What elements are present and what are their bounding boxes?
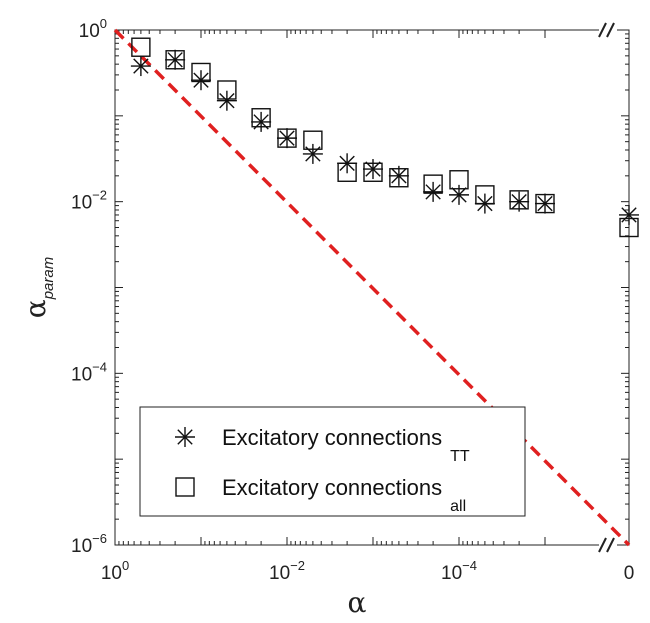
x-tick-label: 10−2 xyxy=(269,558,305,584)
data-point-tt xyxy=(165,49,186,70)
data-point-tt xyxy=(509,191,530,212)
asterisk-stroke xyxy=(537,195,553,212)
data-point-tt xyxy=(535,193,555,214)
asterisk-stroke xyxy=(167,52,183,68)
data-point-tt xyxy=(619,204,639,225)
y-tick-label: 10−6 xyxy=(71,531,107,557)
asterisk-stroke xyxy=(391,168,407,184)
data-point-all xyxy=(337,162,357,182)
y-axis-label-text: αparam xyxy=(19,257,57,318)
reference-line xyxy=(113,28,631,547)
asterisk-stroke xyxy=(177,429,193,445)
y-tick-label: 10−4 xyxy=(71,359,107,385)
data-points-layer xyxy=(130,37,639,238)
data-point-all xyxy=(191,62,211,83)
legend-box xyxy=(139,406,526,517)
data-point-all xyxy=(535,193,555,214)
data-point-tt xyxy=(363,159,383,180)
legend: Excitatory connectionsTT Excitatory conne… xyxy=(139,406,526,517)
data-point-all xyxy=(423,174,443,194)
legend-label-all: Excitatory connectionsall xyxy=(222,475,466,515)
x-tick-label: 10−4 xyxy=(441,558,477,584)
axis-break-gap-bottom xyxy=(599,542,617,548)
asterisk-stroke xyxy=(511,193,527,210)
asterisk-stroke xyxy=(365,161,381,177)
axis-break-gap-top xyxy=(599,27,617,33)
asterisk-stroke xyxy=(133,58,149,74)
asterisk-stroke xyxy=(219,93,235,109)
legend-label-tt: Excitatory connectionsTT xyxy=(222,425,470,465)
axis-labels: α αparam xyxy=(19,257,367,619)
data-point-all xyxy=(277,128,297,148)
x-tick-label: 100 xyxy=(101,558,129,584)
data-point-tt xyxy=(277,128,297,149)
data-point-tt xyxy=(251,111,272,132)
data-point-tt xyxy=(302,143,323,164)
data-point-tt xyxy=(216,90,237,111)
asterisk-stroke xyxy=(451,187,467,203)
data-point-all xyxy=(619,217,639,238)
data-point-tt xyxy=(191,70,211,91)
y-tick-label: 100 xyxy=(79,16,107,42)
legend-marker-all xyxy=(175,477,195,497)
data-point-all xyxy=(449,170,469,190)
axis-break-slash-top-1 xyxy=(598,22,607,38)
asterisk-stroke xyxy=(621,207,637,223)
data-point-all xyxy=(389,168,409,188)
x-axis-label: α xyxy=(348,586,367,619)
data-point-all xyxy=(251,108,271,128)
axis-break-slash-top-2 xyxy=(606,22,615,38)
axis-break-slash-bottom-1 xyxy=(598,537,607,553)
asterisk-stroke xyxy=(279,130,295,146)
data-point-tt xyxy=(130,56,151,77)
axis-break-slash-bottom-2 xyxy=(606,537,615,553)
data-point-all xyxy=(363,162,383,182)
data-point-all xyxy=(131,37,151,57)
reference-line-layer xyxy=(113,28,631,547)
data-point-tt xyxy=(449,184,469,205)
data-point-all xyxy=(165,50,185,70)
data-point-all xyxy=(509,190,529,210)
asterisk-stroke xyxy=(425,184,441,200)
asterisk-stroke xyxy=(193,72,209,88)
data-point-all xyxy=(217,80,237,100)
y-axis-label: αparam xyxy=(19,257,57,318)
legend-marker-tt xyxy=(175,427,195,447)
data-point-tt xyxy=(423,181,444,202)
x-tick-label: 0 xyxy=(624,563,635,584)
data-point-all xyxy=(475,185,495,205)
data-point-all xyxy=(303,130,323,150)
y-tick-label: 10−2 xyxy=(71,188,107,214)
